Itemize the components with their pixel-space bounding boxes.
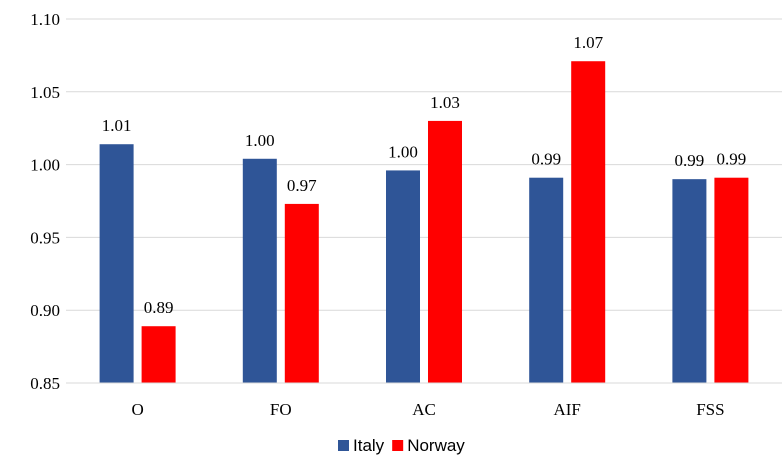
x-category-label: FSS — [696, 400, 724, 419]
bar-norway-ac — [428, 120, 462, 384]
y-tick-label: 1.10 — [30, 10, 60, 29]
bar-italy-o — [99, 144, 134, 383]
data-label-italy-fo: 1.00 — [245, 131, 275, 150]
data-labels: 1.01 0.89 1.00 0.97 1.00 1.03 0.99 1.07 0.99 0.99 — [102, 33, 747, 317]
bars — [99, 61, 749, 384]
gridlines — [66, 18, 782, 311]
x-category-label: AC — [412, 400, 436, 419]
x-axis-categories: O FO AC AIF FSS — [131, 400, 724, 419]
legend-label-italy: Italy — [353, 436, 385, 455]
legend-swatch-italy — [338, 440, 349, 451]
data-label-norway-aif: 1.07 — [573, 33, 603, 52]
legend: Italy Norway — [338, 436, 465, 455]
legend-swatch-norway — [392, 440, 404, 451]
bar-italy-fo — [242, 158, 277, 383]
bar-norway-fss — [714, 177, 749, 383]
x-category-label: O — [131, 400, 143, 419]
data-label-norway-ac: 1.03 — [430, 93, 460, 112]
y-tick-label: 0.85 — [30, 374, 60, 393]
y-tick-label: 0.95 — [30, 228, 60, 247]
data-label-norway-o: 0.89 — [144, 298, 174, 317]
bar-italy-aif — [529, 177, 564, 383]
bar-norway-o — [141, 326, 176, 383]
data-label-italy-fss: 0.99 — [675, 151, 705, 170]
y-tick-label: 0.90 — [30, 301, 60, 320]
bar-italy-ac — [386, 170, 420, 383]
y-axis-ticks: 0.85 0.90 0.95 1.00 1.05 1.10 — [30, 10, 60, 393]
bar-norway-aif — [571, 61, 606, 383]
x-category-label: FO — [270, 400, 292, 419]
y-tick-label: 1.05 — [30, 83, 60, 102]
x-category-label: AIF — [553, 400, 580, 419]
data-label-norway-fss: 0.99 — [717, 150, 747, 169]
bar-norway-fo — [284, 203, 319, 383]
bar-italy-fss — [672, 179, 707, 383]
data-label-italy-o: 1.01 — [102, 116, 132, 135]
data-label-italy-ac: 1.00 — [388, 142, 418, 161]
legend-label-norway: Norway — [407, 436, 465, 455]
data-label-italy-aif: 0.99 — [531, 150, 561, 169]
y-tick-label: 1.00 — [30, 156, 60, 175]
data-label-norway-fo: 0.97 — [287, 176, 317, 195]
